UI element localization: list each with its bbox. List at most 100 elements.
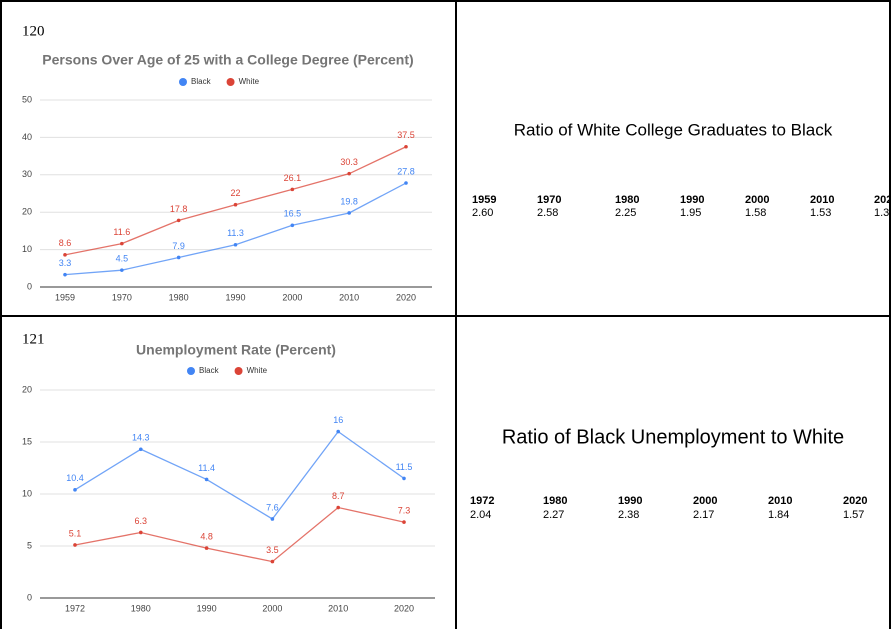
data-point [336, 505, 341, 510]
x-tick-label: 1959 [55, 292, 75, 302]
ratio-title: Ratio of White College Graduates to Blac… [514, 120, 833, 139]
page-number: 120 [22, 23, 45, 39]
x-tick-label: 2010 [339, 292, 359, 302]
chart-title: Persons Over Age of 25 with a College De… [42, 52, 413, 68]
data-label: 11.6 [113, 227, 130, 237]
data-label: 4.8 [200, 531, 213, 541]
ratio-year: 2010 [768, 495, 792, 507]
ratio-year: 2010 [810, 194, 834, 206]
data-label: 7.6 [266, 502, 279, 512]
y-tick-label: 5 [27, 540, 32, 550]
data-point [404, 144, 408, 149]
y-tick-label: 20 [22, 384, 32, 394]
data-label: 5.1 [69, 528, 82, 538]
chart-title: Unemployment Rate (Percent) [136, 342, 336, 358]
series-line [74, 506, 405, 563]
legend-swatch [179, 78, 187, 86]
data-label: 14.3 [132, 433, 150, 443]
data-point [63, 272, 67, 277]
data-point [290, 187, 295, 192]
legend-swatch [234, 367, 243, 375]
y-tick-label: 15 [22, 436, 32, 446]
legend-label: Black [199, 366, 220, 375]
legend-label: White [239, 77, 260, 86]
x-tick-label: 2010 [328, 603, 348, 613]
data-point [347, 211, 351, 215]
data-point [139, 447, 143, 452]
x-tick-label: 1970 [112, 292, 132, 302]
ratio-year: 2000 [693, 495, 717, 507]
ratio-year: 1990 [680, 194, 704, 206]
data-label: 17.8 [170, 204, 188, 214]
ratio-value: 1.35 [874, 207, 891, 219]
x-tick-label: 1972 [65, 603, 85, 613]
data-label: 7.3 [398, 505, 411, 515]
data-point [347, 171, 351, 176]
y-tick-label: 10 [22, 488, 32, 498]
data-label: 11.5 [396, 462, 413, 472]
ratio-year: 1990 [618, 495, 642, 507]
data-label: 27.8 [397, 166, 415, 176]
ratio-value: 1.57 [843, 509, 864, 521]
data-point [204, 546, 209, 550]
ratio-year: 1980 [615, 194, 639, 206]
data-label: 11.4 [198, 463, 215, 473]
data-label: 37.5 [397, 130, 415, 140]
data-point [270, 559, 275, 564]
ratio-value: 1.53 [810, 207, 831, 219]
data-label: 16.5 [284, 209, 302, 219]
x-tick-label: 1990 [225, 292, 245, 302]
y-tick-label: 30 [22, 169, 32, 179]
data-point [176, 255, 181, 260]
y-tick-label: 40 [22, 132, 32, 142]
ratio-value: 2.17 [693, 509, 714, 521]
data-label: 26.1 [284, 173, 302, 183]
ratio-value: 1.84 [768, 509, 789, 521]
page-number: 121 [22, 331, 45, 347]
y-tick-label: 50 [22, 94, 32, 104]
ratio-value: 2.27 [543, 509, 564, 521]
data-label: 7.9 [172, 241, 185, 251]
x-tick-label: 1990 [197, 603, 217, 613]
ratio-year: 1970 [537, 194, 561, 206]
legend-swatch [187, 367, 195, 375]
ratio-value: 2.60 [472, 207, 493, 219]
ratio-value: 2.04 [470, 509, 491, 521]
ratio-year: 1959 [472, 194, 496, 206]
data-point [73, 543, 77, 547]
y-tick-label: 10 [22, 244, 32, 254]
data-label: 8.7 [332, 491, 345, 501]
data-label: 22 [230, 188, 240, 198]
series-line [74, 430, 405, 520]
data-point [402, 520, 406, 524]
data-label: 16 [333, 415, 343, 425]
data-point [290, 223, 295, 228]
data-label: 4.5 [116, 254, 129, 264]
data-point [402, 476, 406, 481]
data-label: 3.5 [266, 545, 279, 555]
ratio-year: 2000 [745, 194, 769, 206]
data-point [404, 181, 408, 185]
ratio-value: 1.95 [680, 207, 701, 219]
data-point [63, 253, 67, 257]
x-tick-label: 2020 [396, 292, 416, 302]
data-label: 10.4 [66, 473, 84, 483]
data-point [204, 477, 209, 482]
legend-label: Black [191, 77, 212, 86]
ratio-year: 2020 [874, 194, 891, 206]
data-point [336, 429, 341, 434]
legend-swatch [226, 78, 235, 86]
data-point [120, 241, 124, 246]
ratio-year: 1972 [470, 495, 494, 507]
ratio-year: 1980 [543, 495, 567, 507]
ratio-year: 2020 [843, 495, 867, 507]
data-label: 6.3 [135, 516, 148, 526]
data-point [233, 242, 238, 247]
y-tick-label: 0 [27, 592, 32, 602]
y-tick-label: 0 [27, 281, 32, 291]
data-point [139, 530, 143, 535]
data-label: 3.3 [59, 258, 72, 268]
data-point [233, 202, 238, 207]
